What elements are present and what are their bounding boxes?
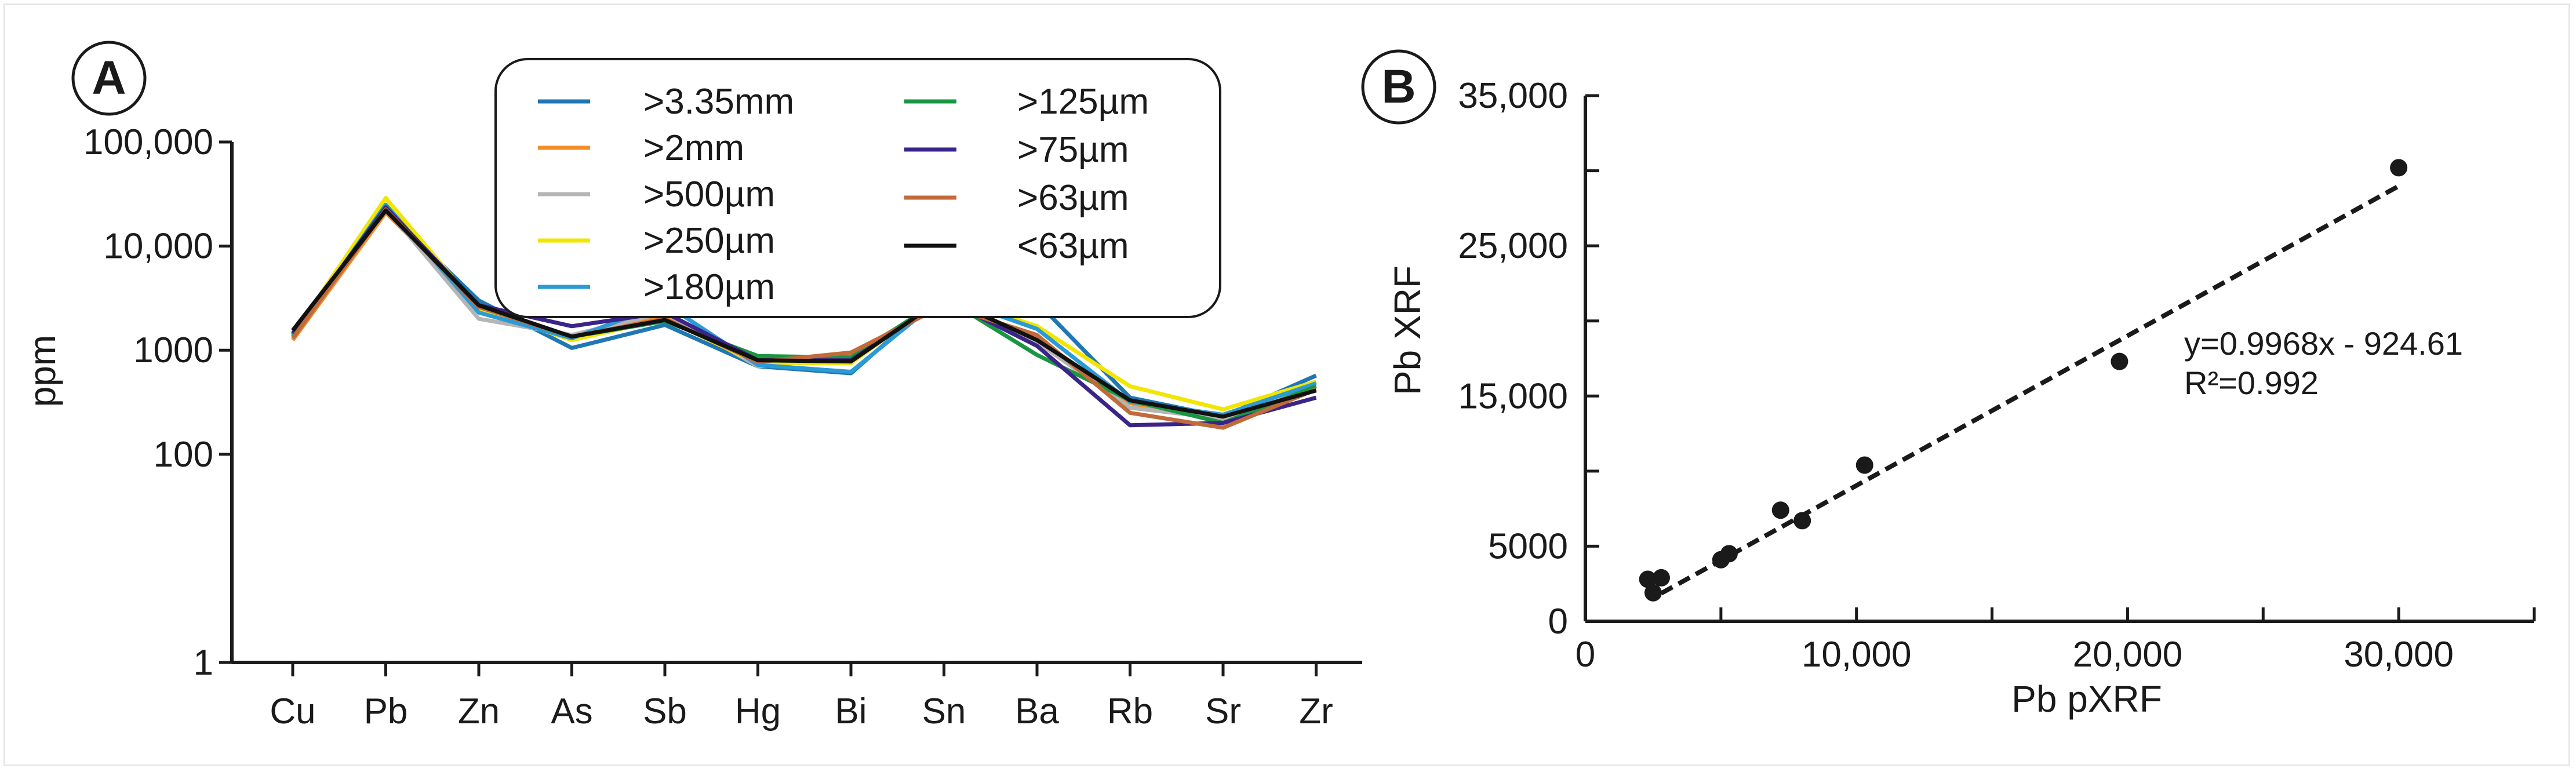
panel-a-category-label: Cu	[270, 691, 315, 731]
panel-b-y-tick-label: 0	[1548, 602, 1568, 642]
panel-a-category-label: Zn	[458, 691, 500, 731]
panel-a-label: A	[92, 52, 126, 104]
data-point	[2390, 159, 2408, 177]
panel-a-axes: 1 100 1000 10,000 100,000	[83, 122, 1362, 683]
series-line	[291, 208, 1317, 419]
panel-a-category-label: Pb	[364, 691, 408, 731]
regression-equation: y=0.9968x - 924.61	[2184, 325, 2463, 362]
figure-frame	[3, 3, 2570, 766]
legend-label: >250µm	[643, 221, 775, 261]
panel-a-y-tick-label: 1	[194, 643, 213, 683]
panel-b-badge	[1361, 49, 1436, 125]
data-point	[1644, 584, 1662, 602]
panel-a-y-tick-label: 100	[154, 435, 213, 475]
panel-b: B 0 5000 15,000 25,000 35,000 0 10,000 20,000 30…	[1361, 49, 2536, 720]
panel-b-y-tick-label: 15,000	[1458, 376, 1568, 416]
panel-a-category-label: Zr	[1299, 691, 1333, 731]
legend-label: >2mm	[643, 128, 744, 168]
panel-b-y-tick-label: 35,000	[1458, 76, 1568, 116]
panel-a-category-label: Sn	[922, 691, 966, 731]
panel-b-axes: 0 5000 15,000 25,000 35,000 0 10,000 20,000 30,0…	[1458, 76, 2536, 675]
panel-a-category-label: As	[551, 691, 592, 731]
data-point	[1855, 456, 1873, 474]
legend-label: <63µm	[1017, 226, 1129, 266]
legend: >3.35mm >2mm >500µm >250µm >180µm >125µm >75µm…	[494, 58, 1221, 318]
legend-label: >3.35mm	[643, 82, 794, 122]
data-point	[1720, 545, 1738, 563]
panel-b-x-tick-label: 10,000	[1802, 635, 1912, 675]
panel-a-y-tick-label: 1000	[133, 330, 213, 370]
legend-label: >180µm	[643, 267, 775, 307]
data-point	[2111, 352, 2129, 370]
data-point	[1793, 512, 1811, 530]
panel-a-category-label: Bi	[835, 691, 867, 731]
data-point	[1639, 570, 1657, 588]
panel-a-y-tick-label: 100,000	[83, 122, 213, 162]
data-point	[1771, 501, 1789, 519]
data-point	[1652, 569, 1670, 587]
panel-b-points	[1639, 159, 2408, 602]
panel-b-x-tick-label: 0	[1576, 635, 1595, 675]
trendline	[1660, 184, 2400, 596]
panel-b-x-axis-label: Pb pXRF	[2011, 678, 2162, 720]
panel-a-category-label: Ba	[1015, 691, 1059, 731]
panel-a-category-label: Hg	[735, 691, 781, 731]
panel-a-category-labels: Cu Pb Zn As Sb Hg Bi Sn Ba Rb Sr Zr	[270, 691, 1333, 731]
panel-b-trendline-group	[1660, 184, 2400, 596]
legend-label: >75µm	[1017, 130, 1129, 170]
legend-items: >3.35mm >2mm >500µm >250µm >180µm >125µm >75µm…	[538, 82, 1149, 307]
legend-label: >125µm	[1017, 82, 1149, 122]
panel-b-x-tick-label: 20,000	[2073, 635, 2183, 675]
panel-b-y-tick-label: 25,000	[1458, 226, 1568, 266]
panel-a-y-axis-label: ppm	[21, 335, 63, 407]
legend-label: >63µm	[1017, 178, 1129, 218]
legend-label: >500µm	[643, 174, 775, 214]
r-squared-label: R²=0.992	[2184, 365, 2319, 401]
panel-b-y-axis-label: Pb XRF	[1387, 265, 1428, 395]
panel-a-series	[291, 196, 1317, 430]
panel-b-x-tick-label: 30,000	[2344, 635, 2454, 675]
panel-a-category-label: Rb	[1107, 691, 1153, 731]
panel-a-badge	[71, 41, 147, 116]
legend-box	[494, 58, 1221, 318]
panel-a-category-label: Sr	[1205, 691, 1241, 731]
panel-a-y-tick-label: 10,000	[103, 227, 213, 267]
panel-a-category-label: Sb	[643, 691, 687, 731]
panel-b-label: B	[1381, 60, 1416, 113]
panel-b-y-tick-label: 5000	[1488, 526, 1568, 566]
panel-a: A 1 100 1000 10,000 100,000 Cu Pb Zn As Sb Hg Bi Sn…	[21, 41, 1362, 731]
